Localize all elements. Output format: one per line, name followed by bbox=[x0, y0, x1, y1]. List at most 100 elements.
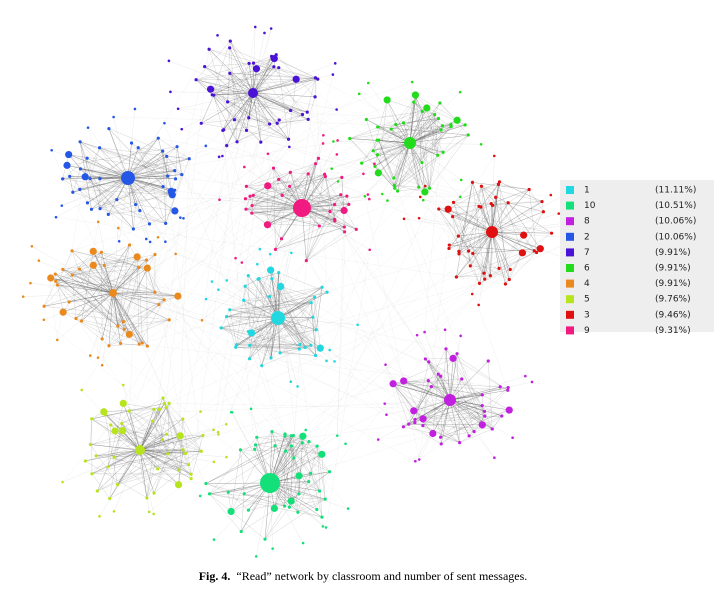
edge bbox=[72, 274, 510, 411]
legend-swatch bbox=[566, 264, 574, 272]
legend-label: 4 bbox=[584, 279, 590, 289]
edge bbox=[139, 449, 215, 463]
edge bbox=[251, 179, 279, 206]
node bbox=[364, 117, 368, 122]
edge bbox=[394, 185, 430, 189]
node bbox=[74, 316, 78, 321]
edge bbox=[245, 151, 444, 210]
edge bbox=[248, 275, 279, 319]
node bbox=[441, 150, 445, 154]
edge bbox=[306, 231, 345, 261]
edge bbox=[284, 433, 330, 472]
edge bbox=[425, 358, 451, 401]
edge bbox=[212, 92, 254, 96]
edge bbox=[248, 56, 272, 118]
edge bbox=[453, 202, 492, 204]
edge bbox=[117, 464, 189, 485]
node bbox=[288, 170, 292, 175]
edge bbox=[325, 176, 331, 212]
edge bbox=[453, 202, 469, 252]
edge bbox=[293, 269, 511, 436]
edge bbox=[230, 40, 278, 124]
legend-swatch bbox=[566, 232, 574, 241]
edge bbox=[267, 179, 279, 224]
edge bbox=[127, 170, 175, 179]
node bbox=[447, 246, 451, 251]
node bbox=[270, 430, 274, 434]
edge bbox=[248, 56, 272, 118]
edge bbox=[278, 179, 349, 205]
node bbox=[327, 470, 332, 474]
edge bbox=[297, 512, 322, 518]
node bbox=[267, 295, 272, 299]
edge bbox=[491, 213, 559, 233]
edge bbox=[289, 173, 309, 187]
node bbox=[283, 504, 287, 508]
edge bbox=[129, 410, 179, 471]
node bbox=[300, 112, 305, 117]
edge bbox=[154, 150, 374, 293]
edge bbox=[136, 256, 292, 502]
edge bbox=[124, 304, 160, 330]
edge bbox=[402, 381, 483, 396]
edge bbox=[139, 449, 150, 512]
edge bbox=[349, 124, 451, 139]
node bbox=[248, 343, 252, 348]
edge bbox=[114, 430, 192, 475]
edge bbox=[195, 79, 261, 143]
node bbox=[217, 288, 220, 291]
node bbox=[333, 217, 337, 222]
node bbox=[508, 267, 512, 272]
node bbox=[53, 272, 57, 276]
edge bbox=[409, 134, 469, 144]
edge bbox=[133, 191, 172, 230]
edge bbox=[449, 375, 526, 401]
edge bbox=[452, 358, 475, 432]
node bbox=[304, 259, 308, 263]
edges bbox=[23, 26, 577, 557]
node bbox=[318, 450, 326, 458]
edge bbox=[112, 256, 138, 294]
edge bbox=[252, 78, 297, 94]
node bbox=[78, 187, 82, 191]
node bbox=[242, 492, 246, 496]
edge bbox=[374, 107, 428, 167]
edge bbox=[251, 174, 325, 206]
edge bbox=[62, 269, 460, 443]
node bbox=[436, 372, 440, 376]
edge bbox=[438, 208, 459, 237]
edge bbox=[449, 353, 458, 401]
edge bbox=[102, 319, 170, 340]
edge bbox=[112, 292, 170, 321]
node bbox=[384, 363, 387, 366]
edge bbox=[270, 269, 317, 330]
edge bbox=[290, 172, 336, 222]
edge bbox=[361, 142, 411, 164]
edge bbox=[394, 120, 458, 186]
edge bbox=[393, 94, 416, 179]
node bbox=[78, 140, 82, 144]
edge bbox=[301, 194, 368, 209]
edge bbox=[312, 287, 323, 318]
edge bbox=[91, 177, 129, 210]
node bbox=[81, 173, 89, 181]
edge bbox=[209, 437, 257, 494]
edge bbox=[62, 178, 134, 230]
edge bbox=[259, 249, 279, 319]
node bbox=[210, 93, 214, 97]
edge bbox=[89, 147, 100, 179]
edge bbox=[117, 319, 170, 327]
node bbox=[459, 195, 462, 199]
edge bbox=[66, 146, 178, 166]
edge bbox=[394, 384, 409, 425]
hub-node bbox=[486, 226, 498, 238]
edge bbox=[213, 482, 271, 540]
edge bbox=[79, 256, 138, 270]
edge bbox=[438, 374, 470, 437]
edge bbox=[306, 196, 348, 261]
edge bbox=[344, 231, 424, 426]
edge bbox=[165, 158, 190, 224]
edge bbox=[99, 175, 168, 209]
edge bbox=[249, 296, 270, 359]
